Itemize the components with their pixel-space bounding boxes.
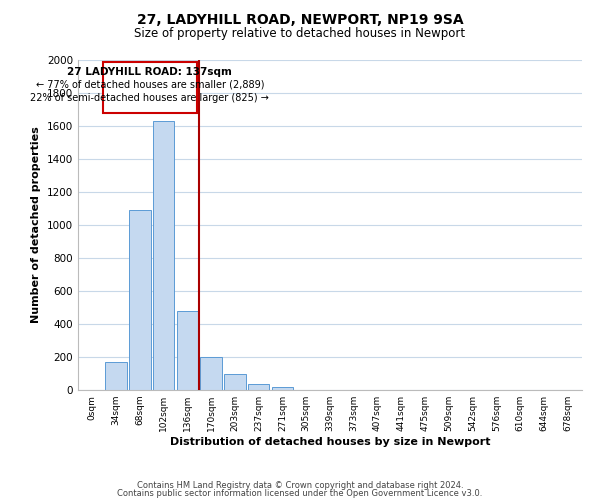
Y-axis label: Number of detached properties: Number of detached properties [31,126,41,324]
Text: Contains HM Land Registry data © Crown copyright and database right 2024.: Contains HM Land Registry data © Crown c… [137,481,463,490]
Bar [272,386,293,390]
Bar [129,210,151,390]
Text: ← 77% of detached houses are smaller (2,889): ← 77% of detached houses are smaller (2,… [35,80,264,90]
Bar [248,384,269,390]
Text: Contains public sector information licensed under the Open Government Licence v3: Contains public sector information licen… [118,490,482,498]
Text: 22% of semi-detached houses are larger (825) →: 22% of semi-detached houses are larger (… [31,93,269,103]
Text: Size of property relative to detached houses in Newport: Size of property relative to detached ho… [134,28,466,40]
Bar [106,362,127,390]
Bar [153,121,174,390]
Text: 27, LADYHILL ROAD, NEWPORT, NP19 9SA: 27, LADYHILL ROAD, NEWPORT, NP19 9SA [137,12,463,26]
Bar [200,357,222,390]
Bar [224,374,245,390]
Bar [103,62,197,113]
Bar [176,311,198,390]
X-axis label: Distribution of detached houses by size in Newport: Distribution of detached houses by size … [170,437,490,447]
Text: 27 LADYHILL ROAD: 137sqm: 27 LADYHILL ROAD: 137sqm [67,68,232,78]
